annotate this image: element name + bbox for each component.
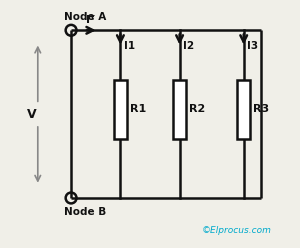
Text: R2: R2 [189,104,206,114]
Bar [173,80,186,139]
Bar [114,80,127,139]
Text: Iᵀ: Iᵀ [86,15,94,25]
Text: Node B: Node B [64,207,106,217]
Text: V: V [27,108,36,121]
Text: I2: I2 [183,41,194,51]
Text: Node A: Node A [64,12,106,22]
Text: R1: R1 [130,104,146,114]
Bar [237,80,250,139]
Text: I3: I3 [248,41,259,51]
Text: R3: R3 [254,104,270,114]
Text: ©Elprocus.com: ©Elprocus.com [201,226,271,235]
Text: I1: I1 [124,41,135,51]
